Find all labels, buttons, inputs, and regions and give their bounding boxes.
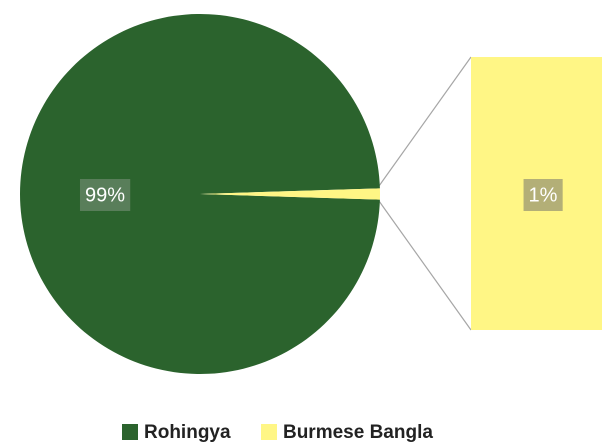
connector	[378, 200, 472, 331]
pie-slice	[20, 14, 380, 374]
data-label: 1%	[529, 184, 558, 206]
data-label-group: 1%	[523, 179, 563, 211]
data-label-box	[79, 179, 131, 211]
data-label-box	[523, 179, 563, 211]
legend-label: Burmese Bangla	[283, 422, 433, 443]
data-label-group: 99%	[79, 179, 131, 211]
data-label: 99%	[85, 184, 125, 206]
legend-swatch	[260, 424, 277, 440]
pie-slice	[200, 188, 381, 200]
legend-swatch	[122, 424, 138, 440]
connector	[378, 56, 472, 187]
legend-label: Rohingya	[144, 422, 231, 443]
